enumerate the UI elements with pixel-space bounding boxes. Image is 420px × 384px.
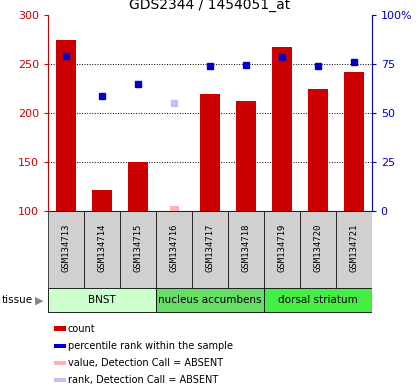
Bar bbox=[228, 211, 264, 288]
Bar bbox=[236, 101, 256, 211]
Bar bbox=[264, 211, 300, 288]
Text: percentile rank within the sample: percentile rank within the sample bbox=[68, 341, 233, 351]
Text: nucleus accumbens: nucleus accumbens bbox=[158, 295, 262, 306]
Text: GSM134713: GSM134713 bbox=[62, 224, 71, 272]
Bar bbox=[264, 288, 372, 313]
Text: count: count bbox=[68, 324, 95, 334]
Text: ▶: ▶ bbox=[35, 295, 43, 306]
Text: tissue: tissue bbox=[2, 295, 33, 306]
Bar bbox=[56, 40, 76, 211]
Bar bbox=[120, 211, 156, 288]
Bar bbox=[272, 47, 292, 211]
Bar bbox=[336, 211, 372, 288]
Text: rank, Detection Call = ABSENT: rank, Detection Call = ABSENT bbox=[68, 375, 218, 384]
Bar bbox=[128, 162, 148, 211]
Bar bbox=[92, 190, 112, 211]
Text: GSM134714: GSM134714 bbox=[98, 224, 107, 272]
Bar bbox=[170, 206, 178, 211]
Title: GDS2344 / 1454051_at: GDS2344 / 1454051_at bbox=[129, 0, 291, 12]
Bar bbox=[156, 288, 264, 313]
Text: GSM134720: GSM134720 bbox=[313, 224, 322, 272]
Text: value, Detection Call = ABSENT: value, Detection Call = ABSENT bbox=[68, 358, 223, 368]
Bar bbox=[48, 211, 84, 288]
Bar bbox=[308, 89, 328, 211]
Bar bbox=[300, 211, 336, 288]
Text: GSM134719: GSM134719 bbox=[277, 224, 286, 272]
Text: GSM134721: GSM134721 bbox=[349, 224, 358, 272]
Bar bbox=[53, 361, 66, 365]
Bar bbox=[344, 72, 364, 211]
Bar bbox=[53, 326, 66, 331]
Bar bbox=[53, 377, 66, 382]
Text: GSM134718: GSM134718 bbox=[241, 224, 250, 272]
Bar bbox=[48, 288, 156, 313]
Text: BNST: BNST bbox=[88, 295, 116, 306]
Text: GSM134716: GSM134716 bbox=[170, 224, 178, 272]
Text: GSM134717: GSM134717 bbox=[205, 224, 215, 272]
Bar bbox=[156, 211, 192, 288]
Text: dorsal striatum: dorsal striatum bbox=[278, 295, 358, 306]
Text: GSM134715: GSM134715 bbox=[134, 224, 143, 272]
Bar bbox=[84, 211, 120, 288]
Bar bbox=[200, 94, 220, 211]
Bar bbox=[192, 211, 228, 288]
Bar bbox=[53, 344, 66, 348]
